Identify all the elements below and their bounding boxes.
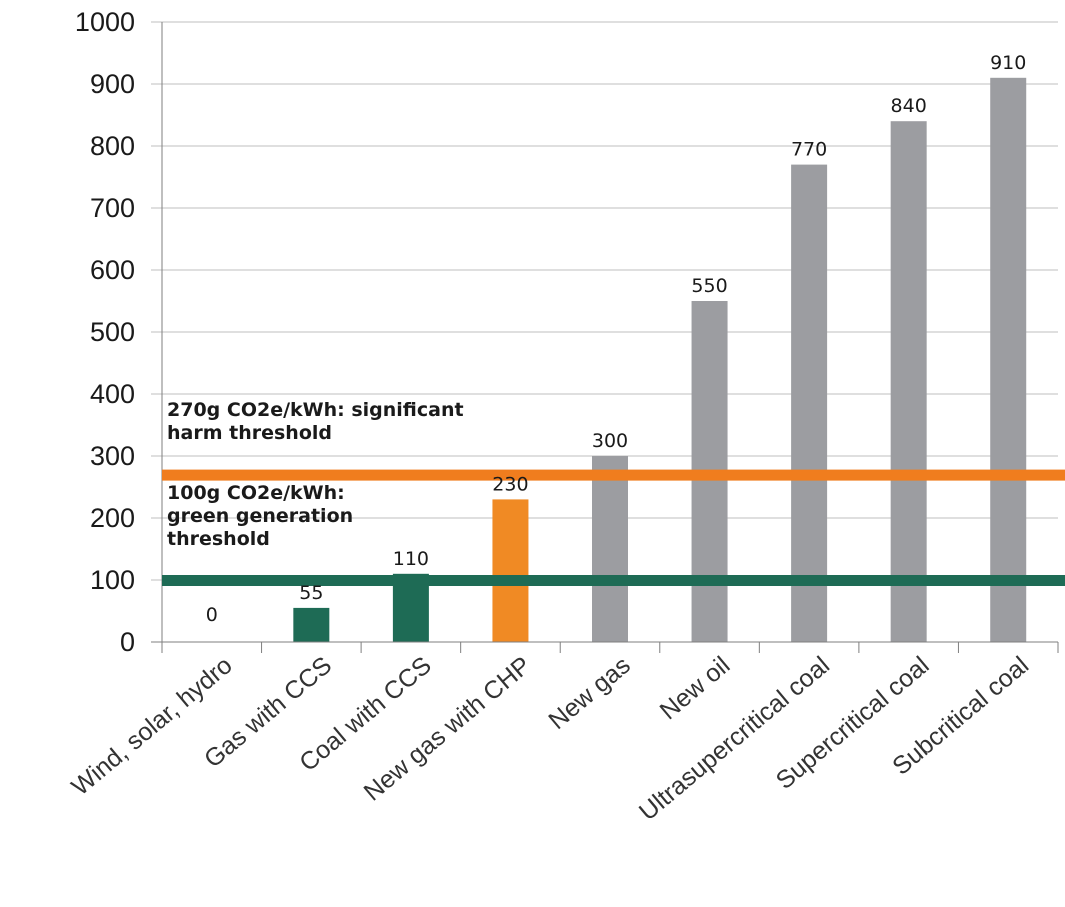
y-tick-label: 400 <box>90 379 135 409</box>
bar <box>592 456 628 642</box>
y-tick-label: 0 <box>120 627 135 657</box>
bar-value-label: 910 <box>990 52 1026 74</box>
y-tick-label: 1000 <box>75 7 135 37</box>
x-category-label: New oil <box>655 651 736 725</box>
y-axis-tick-labels: 0 100 200 300 400 500 600 700 800 900 1000 <box>75 7 135 657</box>
bar-value-label: 0 <box>206 604 218 626</box>
x-category-label: Wind, solar, hydro <box>66 651 237 801</box>
threshold-line <box>162 575 1065 586</box>
axes <box>151 22 1059 653</box>
gridlines <box>151 21 1058 581</box>
bar-value-label: 110 <box>393 548 429 570</box>
y-tick-label: 500 <box>90 317 135 347</box>
bar-value-labels: 0 55 110 230 300 550 770 840 910 <box>206 52 1027 626</box>
y-tick-label: 900 <box>90 69 135 99</box>
threshold-annotation-line: green generation <box>167 505 353 527</box>
threshold-annotation-line: harm threshold <box>167 422 332 444</box>
threshold-annotation-line: threshold <box>167 528 270 550</box>
bar <box>990 77 1027 643</box>
bar <box>293 607 330 642</box>
y-tick-label: 100 <box>90 565 135 595</box>
bar-value-label: 840 <box>891 95 927 117</box>
threshold-annotation-line: 270g CO2e/kWh: significant <box>167 399 464 421</box>
bar-value-label: 230 <box>492 473 528 495</box>
threshold-lines <box>162 469 1065 586</box>
bar <box>890 121 927 642</box>
y-tick-label: 300 <box>90 441 135 471</box>
bar <box>492 499 529 642</box>
bar-value-label: 550 <box>691 275 727 297</box>
y-tick-label: 800 <box>90 131 135 161</box>
x-category-label: New gas with CHP <box>359 651 537 806</box>
x-category-label: New gas <box>543 651 636 735</box>
bar-value-label: 55 <box>299 582 323 604</box>
bar <box>791 164 828 642</box>
y-tick-label: 200 <box>90 503 135 533</box>
x-category-label: Ultrasupercritical coal <box>634 651 835 826</box>
bar-value-label: 770 <box>791 139 827 161</box>
threshold-annotation-line: 100g CO2e/kWh: <box>167 482 345 504</box>
bar-value-label: 300 <box>592 430 628 452</box>
y-tick-label: 700 <box>90 193 135 223</box>
threshold-line <box>162 469 1065 481</box>
y-tick-label: 600 <box>90 255 135 285</box>
